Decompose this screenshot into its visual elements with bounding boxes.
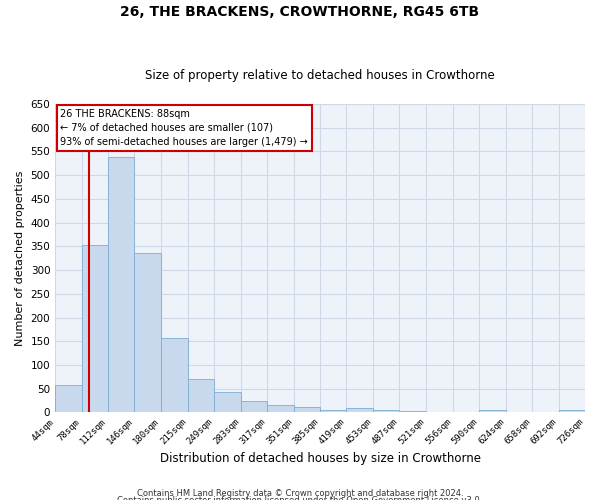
Title: Size of property relative to detached houses in Crowthorne: Size of property relative to detached ho… [145, 69, 495, 82]
X-axis label: Distribution of detached houses by size in Crowthorne: Distribution of detached houses by size … [160, 452, 481, 465]
Bar [108, 157, 134, 412]
Bar [161, 338, 188, 412]
Text: 26 THE BRACKENS: 88sqm
← 7% of detached houses are smaller (107)
93% of semi-det: 26 THE BRACKENS: 88sqm ← 7% of detached … [61, 108, 308, 146]
Bar [267, 406, 293, 412]
Bar [188, 379, 214, 412]
Bar [293, 407, 320, 412]
Bar [55, 386, 82, 412]
Bar [479, 410, 506, 412]
Text: Contains public sector information licensed under the Open Government Licence v3: Contains public sector information licen… [118, 496, 482, 500]
Text: 26, THE BRACKENS, CROWTHORNE, RG45 6TB: 26, THE BRACKENS, CROWTHORNE, RG45 6TB [121, 5, 479, 19]
Bar [134, 253, 161, 412]
Bar [82, 246, 108, 412]
Bar [559, 410, 585, 412]
Bar [346, 408, 373, 412]
Bar [320, 410, 346, 412]
Bar [241, 400, 267, 412]
Y-axis label: Number of detached properties: Number of detached properties [15, 170, 25, 346]
Bar [214, 392, 241, 412]
Text: Contains HM Land Registry data © Crown copyright and database right 2024.: Contains HM Land Registry data © Crown c… [137, 488, 463, 498]
Bar [373, 410, 400, 412]
